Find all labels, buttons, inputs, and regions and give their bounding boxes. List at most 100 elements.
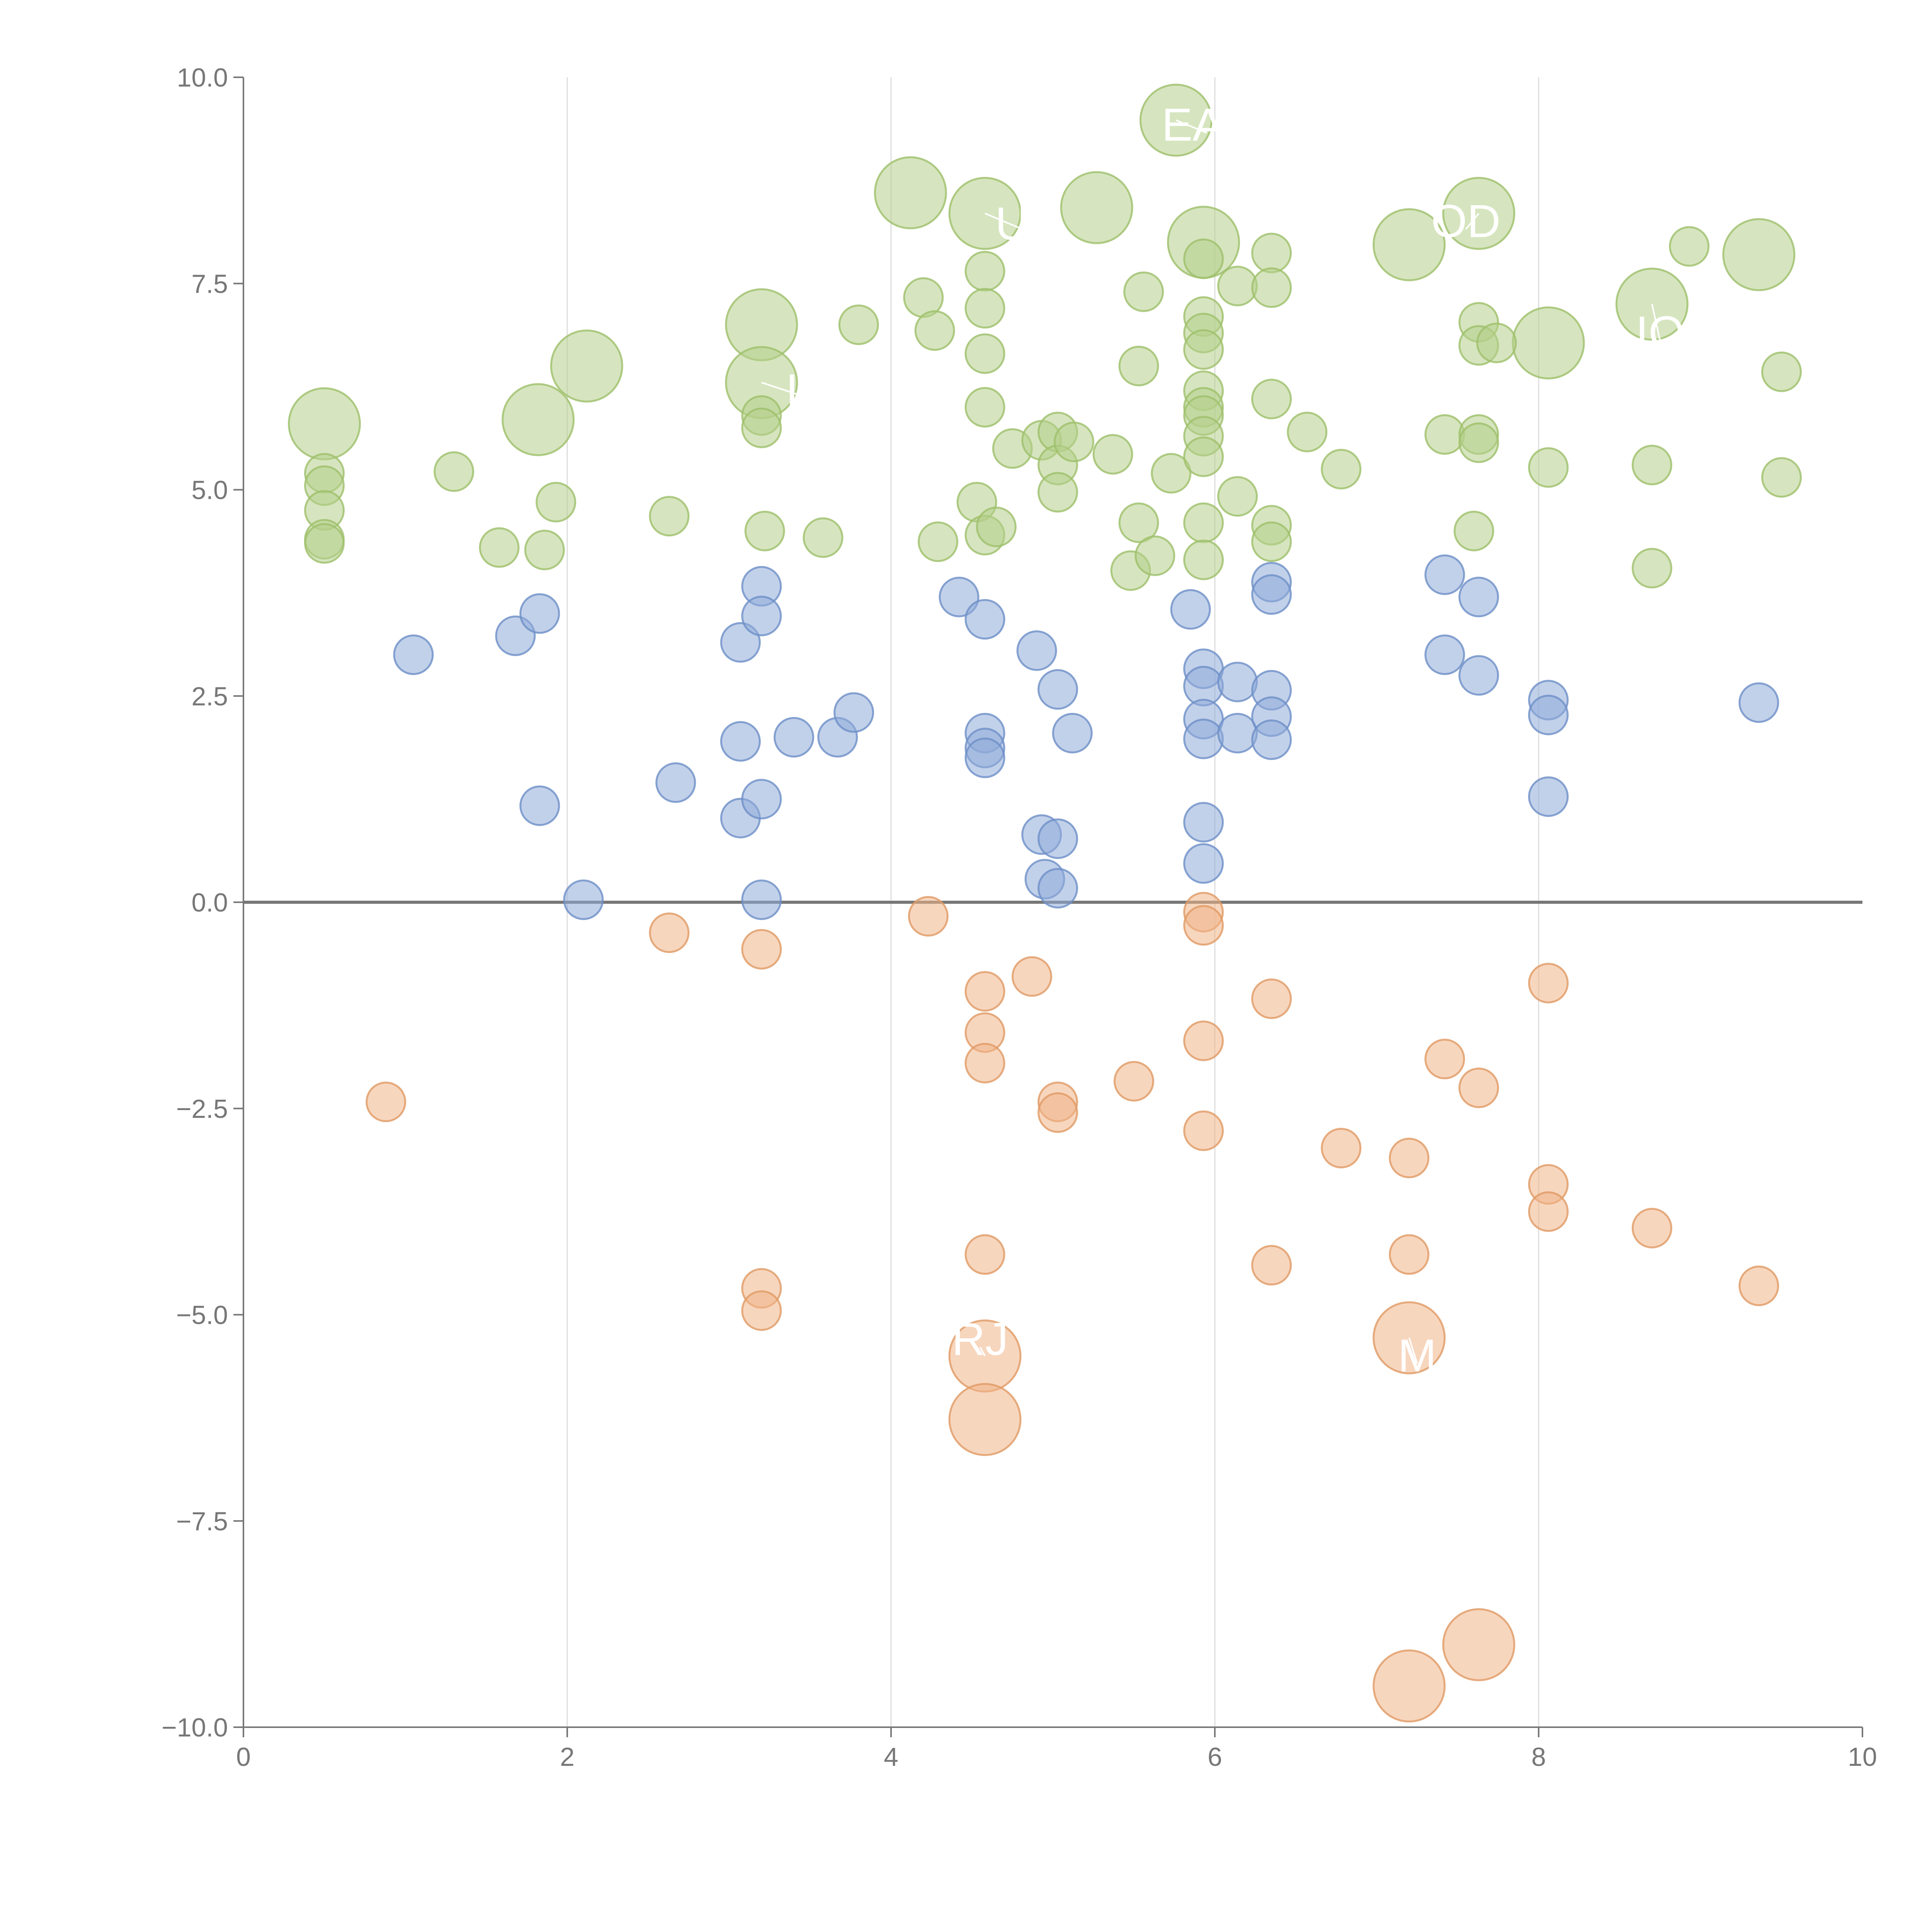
data-point-high [1722,218,1796,291]
data-point-low [1016,630,1057,671]
data-point-high [1321,449,1362,490]
annotation-leader [1651,304,1661,341]
bubbles [288,83,1802,1723]
data-point-low [833,692,874,733]
x-tick-label: 10 [1848,1742,1877,1772]
data-point-high [1453,510,1494,551]
data-point-low [720,721,761,762]
annotation-label: IO [786,364,835,416]
annotation-label: IO [1636,307,1685,359]
data-point-high [1183,436,1224,477]
annotation-leader [1465,213,1480,230]
y-tick-label: −2.5 [176,1094,228,1124]
data-point-high [434,451,474,492]
data-point-negative [964,1043,1005,1083]
data-point-high [1217,476,1258,517]
data-point-low [1251,574,1292,615]
data-point-high [1372,208,1446,281]
data-point-low [1170,589,1211,630]
data-point-negative [1183,1110,1224,1151]
data-point-high [964,288,1005,329]
data-point-high [550,329,623,403]
x-tick-label: 4 [884,1742,898,1772]
data-point-low [1052,713,1093,753]
data-point-low [1217,713,1258,753]
annotation-leader [979,1347,986,1357]
annotation-label: EAF [1162,99,1252,151]
data-point-high [1631,548,1672,588]
y-tick-label: 0.0 [191,888,228,917]
y-tick-label: −5.0 [176,1301,228,1330]
x-tick-label: 8 [1531,1742,1546,1772]
data-point-low [741,779,782,820]
data-point-low [1251,719,1292,760]
data-point-negative [1389,1138,1430,1179]
data-point-negative [1458,1067,1499,1108]
data-point-high [1761,457,1802,498]
data-point-low [393,634,434,675]
data-point-low [1037,818,1078,859]
y-tick-label: −10.0 [162,1713,228,1742]
data-point-negative [1424,1039,1465,1080]
data-point-low [1183,718,1224,759]
data-point-negative [1372,1649,1446,1723]
data-point-low [741,879,782,920]
data-point-high [1183,539,1224,580]
data-point-high [1251,521,1292,562]
annotation-leader [761,382,811,400]
data-point-low [939,577,980,617]
data-point-low [1037,868,1078,909]
data-point-low [1528,776,1569,817]
data-point-low [1528,694,1569,735]
data-point-negative [1442,1608,1515,1681]
data-point-high [1053,422,1094,463]
data-point-high [524,529,565,570]
data-point-low [519,785,560,826]
data-point-low [964,737,1005,778]
data-point-high [1251,233,1292,274]
data-point-high [1118,502,1159,543]
y-tick-label: −7.5 [176,1507,228,1536]
annotation-leader [1175,119,1207,134]
data-point-negative [366,1082,406,1122]
data-point-negative [1183,905,1224,946]
data-point-negative [964,1234,1005,1275]
data-point-negative [1012,956,1053,997]
data-point-high [479,527,520,568]
data-point-high [1134,535,1175,576]
data-point-negative [948,1383,1022,1456]
y-tick-label: 10.0 [177,63,228,92]
data-point-high [838,304,879,345]
annotation-label: OD [1431,196,1500,247]
data-point-high [1092,434,1133,475]
data-point-negative [908,896,949,937]
data-point-high [1251,267,1292,308]
data-point-negative [741,929,782,970]
data-point-high [1287,412,1328,452]
data-point-low [1037,669,1078,710]
data-point-negative [1321,1128,1362,1168]
data-point-low [1458,577,1499,617]
y-tick-label: 2.5 [191,682,228,711]
data-point-high [964,387,1005,428]
data-point-negative [1251,1245,1292,1286]
y-tick-label: 5.0 [191,476,228,505]
data-point-high [1183,238,1224,279]
data-point-high [1761,351,1802,392]
data-point-high [914,310,955,351]
data-point-high [649,496,690,537]
annotation-leader [1408,1337,1418,1364]
data-point-high [918,521,959,562]
data-point-high [1512,306,1585,379]
x-tick-label: 6 [1208,1742,1222,1772]
data-point-low [1424,634,1465,675]
data-point-high [744,510,785,551]
data-point-negative [964,971,1005,1012]
data-point-negative [1631,1208,1672,1248]
axes: 10.0 7.5 5.0 2.5 0.0 −2.5 −5.0 −7.5 −10.0 0 2 4 6 8 10 [162,63,1877,1772]
data-point-negative [1037,1092,1078,1133]
data-point-high [1151,453,1192,494]
data-point-high [964,333,1005,374]
data-point-high [1217,265,1258,306]
data-point-high [1631,444,1672,485]
